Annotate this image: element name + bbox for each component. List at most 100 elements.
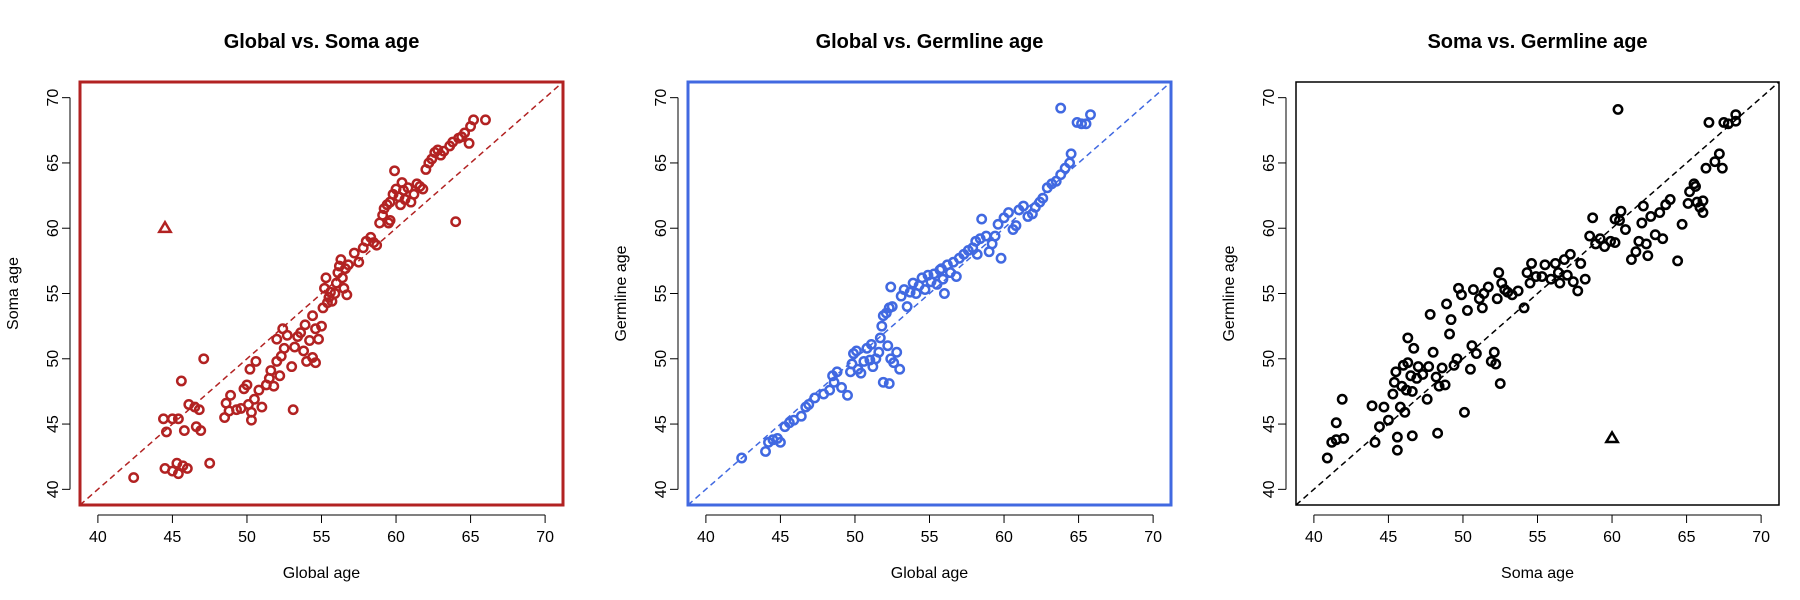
data-point bbox=[468, 114, 480, 126]
panel-2: Global vs. Germline age 40 45 50 55 60 65 70 Glo… bbox=[613, 31, 1173, 582]
data-point bbox=[1645, 211, 1657, 222]
x-tick-label: 65 bbox=[1070, 529, 1088, 546]
data-point bbox=[1640, 238, 1652, 250]
data-point bbox=[1399, 406, 1411, 418]
x-tick-label: 50 bbox=[1454, 529, 1472, 546]
data-point bbox=[1630, 246, 1642, 258]
data-point bbox=[1654, 207, 1666, 219]
data-point bbox=[1518, 302, 1530, 314]
x-tick-label: 50 bbox=[846, 529, 864, 546]
data-point bbox=[1545, 273, 1557, 285]
data-point bbox=[1642, 250, 1654, 262]
data-point bbox=[329, 288, 341, 299]
y-tick-label: 45 bbox=[45, 415, 62, 433]
data-point bbox=[248, 393, 260, 405]
y-tick-label: 60 bbox=[653, 219, 670, 237]
data-point bbox=[1690, 180, 1701, 192]
x-tick-label: 65 bbox=[1678, 529, 1696, 546]
data-point bbox=[171, 457, 183, 469]
data-point bbox=[417, 183, 429, 195]
data-point bbox=[883, 378, 895, 390]
data-point bbox=[408, 188, 420, 200]
data-point bbox=[172, 468, 184, 480]
data-point bbox=[1406, 430, 1418, 442]
data-point bbox=[876, 320, 888, 332]
data-point bbox=[774, 436, 786, 448]
data-point bbox=[1421, 393, 1433, 405]
data-point bbox=[1709, 156, 1721, 168]
data-point bbox=[1470, 348, 1482, 360]
chart-title: Global vs. Germline age bbox=[816, 31, 1044, 53]
y-axis-label: Germline age bbox=[613, 245, 630, 341]
x-tick-label: 70 bbox=[536, 529, 554, 546]
data-point bbox=[245, 414, 257, 426]
data-point bbox=[842, 389, 853, 401]
data-point bbox=[736, 452, 748, 464]
y-axis-label: Soma age bbox=[5, 257, 22, 330]
data-point bbox=[1494, 378, 1506, 390]
data-point bbox=[1530, 271, 1542, 282]
data-point bbox=[1567, 276, 1579, 288]
data-point bbox=[1587, 212, 1599, 224]
data-point bbox=[1456, 289, 1467, 301]
y-tick-label: 50 bbox=[653, 350, 670, 368]
data-point bbox=[336, 272, 348, 284]
x-axis-label: Soma age bbox=[1501, 565, 1574, 582]
data-point bbox=[1464, 363, 1476, 375]
data-point bbox=[901, 301, 913, 313]
x-tick-label: 60 bbox=[387, 529, 405, 546]
x-axis-label: Global age bbox=[283, 565, 360, 582]
data-point bbox=[1490, 358, 1502, 370]
data-point bbox=[128, 472, 140, 484]
data-point bbox=[931, 278, 943, 290]
data-point bbox=[286, 361, 298, 373]
data-point bbox=[1657, 233, 1669, 245]
data-point bbox=[175, 375, 187, 387]
data-point bbox=[1599, 241, 1611, 252]
data-point bbox=[937, 273, 949, 285]
data-point bbox=[287, 404, 299, 416]
data-point bbox=[1424, 308, 1436, 320]
data-point bbox=[1697, 195, 1709, 207]
data-point bbox=[181, 462, 193, 474]
data-point bbox=[1017, 200, 1029, 212]
x-tick-label: 65 bbox=[462, 529, 480, 546]
data-point bbox=[178, 425, 190, 437]
x-tick-label: 55 bbox=[313, 529, 331, 546]
data-point bbox=[1037, 192, 1049, 204]
data-point bbox=[888, 357, 900, 369]
data-point bbox=[198, 353, 210, 365]
data-point bbox=[971, 248, 983, 260]
data-point bbox=[281, 329, 293, 341]
data-point bbox=[204, 457, 216, 469]
data-point bbox=[1451, 353, 1463, 365]
data-point bbox=[1664, 194, 1676, 205]
data-point bbox=[1636, 217, 1648, 229]
data-point bbox=[289, 341, 301, 353]
data-point bbox=[1430, 371, 1442, 383]
data-point bbox=[1423, 361, 1435, 373]
data-point bbox=[389, 165, 400, 177]
data-point bbox=[193, 404, 205, 416]
data-point bbox=[995, 252, 1007, 264]
data-point bbox=[1427, 346, 1439, 358]
x-tick-label: 45 bbox=[772, 529, 790, 546]
data-point bbox=[846, 358, 858, 370]
data-point bbox=[1433, 380, 1445, 392]
data-point bbox=[1637, 200, 1649, 212]
y-tick-label: 65 bbox=[45, 154, 62, 172]
panel-1: Global vs. Soma age 40 45 50 55 60 65 70 Global … bbox=[5, 31, 565, 582]
plot-frame bbox=[78, 80, 565, 507]
data-point bbox=[828, 376, 840, 388]
reference-line bbox=[687, 81, 1172, 506]
y-tick-label: 55 bbox=[1261, 285, 1278, 303]
data-point bbox=[1391, 431, 1403, 443]
data-point bbox=[1417, 368, 1429, 380]
data-point bbox=[1369, 436, 1381, 448]
y-tick-label: 70 bbox=[653, 89, 670, 107]
data-point bbox=[824, 384, 836, 396]
data-point bbox=[265, 365, 277, 376]
data-point-triangle bbox=[1604, 429, 1620, 444]
data-point bbox=[172, 413, 184, 425]
